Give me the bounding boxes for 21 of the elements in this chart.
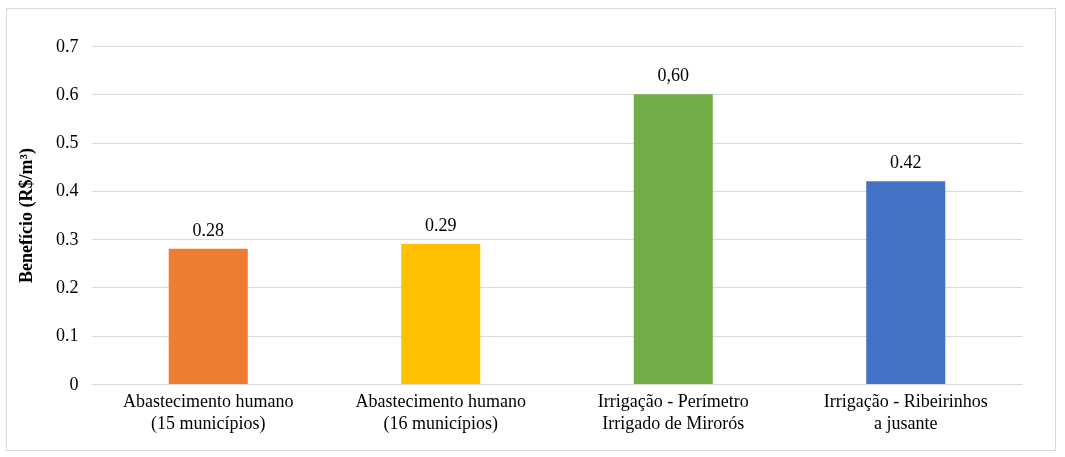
y-tick-label: 0.1 xyxy=(56,325,79,346)
y-tick-label: 0.2 xyxy=(56,276,79,297)
x-tick-label: Irrigação - Perímetro Irrigado de Mirorós xyxy=(597,390,749,433)
x-tick-label: Irrigação - Ribeirinhos a jusante xyxy=(823,390,988,433)
data-label: 0.29 xyxy=(425,214,457,235)
y-tick-label: 0.7 xyxy=(56,35,79,56)
bar xyxy=(168,248,248,384)
y-tick-label: 0.3 xyxy=(56,228,79,249)
y-tick-label: 0.4 xyxy=(56,180,79,201)
bar xyxy=(633,94,713,384)
y-tick-label: 0.6 xyxy=(56,83,79,104)
bar xyxy=(866,181,946,384)
data-label: 0.28 xyxy=(192,219,224,240)
bar xyxy=(401,243,481,384)
y-tick-label: 0 xyxy=(69,373,79,394)
data-label: 0.42 xyxy=(890,152,922,173)
data-label: 0,60 xyxy=(657,65,689,86)
y-tick-label: 0.5 xyxy=(56,132,79,153)
x-tick-label: Abastecimento humano (16 municípios) xyxy=(355,390,526,434)
y-axis-title: Benefício (R$/m³) xyxy=(16,148,37,283)
x-tick-label: Abastecimento humano (15 municípios) xyxy=(123,390,294,434)
